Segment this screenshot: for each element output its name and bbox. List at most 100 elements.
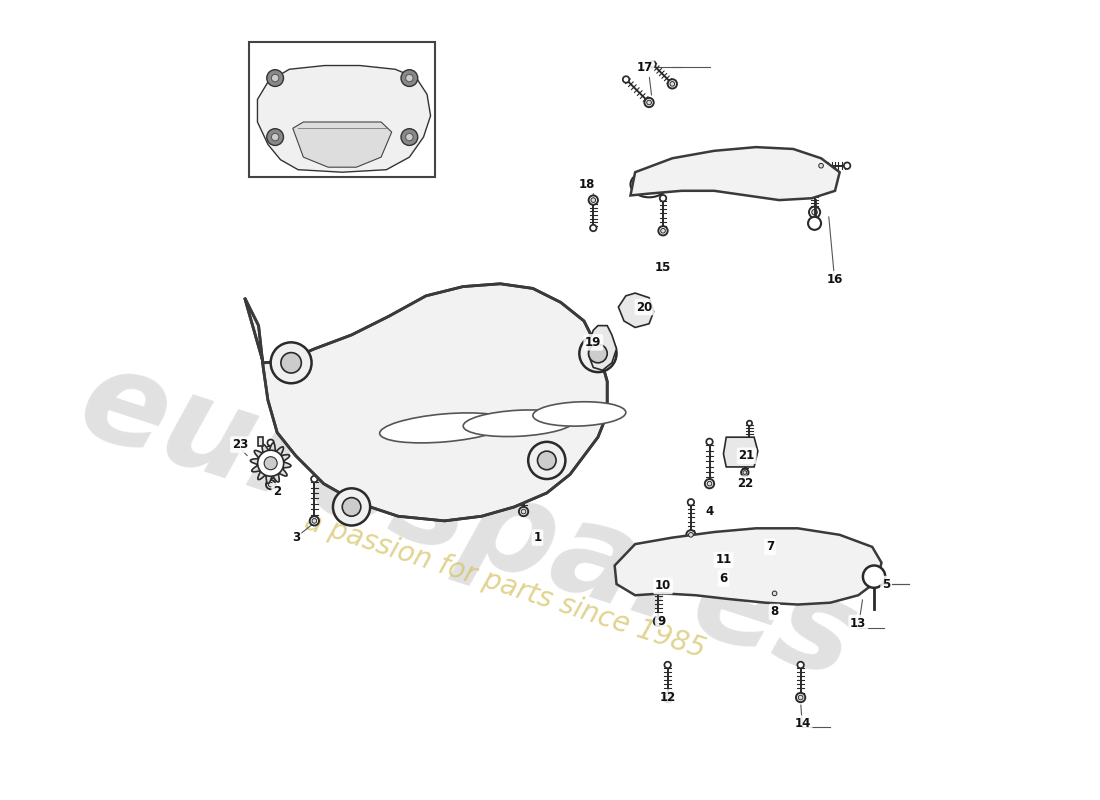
Text: 3: 3 bbox=[292, 531, 300, 544]
Ellipse shape bbox=[630, 171, 668, 198]
Text: 4: 4 bbox=[705, 505, 714, 518]
Circle shape bbox=[670, 82, 674, 86]
Text: 21: 21 bbox=[738, 450, 755, 462]
Polygon shape bbox=[251, 443, 290, 483]
Circle shape bbox=[844, 162, 850, 169]
Circle shape bbox=[267, 129, 284, 146]
Circle shape bbox=[528, 442, 565, 479]
Circle shape bbox=[796, 693, 805, 702]
Circle shape bbox=[520, 466, 527, 473]
Circle shape bbox=[705, 479, 714, 488]
Circle shape bbox=[272, 74, 278, 82]
Circle shape bbox=[588, 344, 607, 363]
Ellipse shape bbox=[639, 177, 659, 191]
Circle shape bbox=[645, 98, 653, 107]
Polygon shape bbox=[618, 293, 653, 327]
Circle shape bbox=[267, 70, 284, 86]
Circle shape bbox=[406, 134, 414, 141]
Circle shape bbox=[770, 589, 779, 598]
Circle shape bbox=[659, 226, 668, 235]
Circle shape bbox=[311, 476, 318, 482]
Circle shape bbox=[312, 518, 317, 523]
Circle shape bbox=[664, 662, 671, 668]
FancyBboxPatch shape bbox=[250, 42, 436, 177]
Circle shape bbox=[519, 507, 528, 516]
Circle shape bbox=[862, 566, 886, 588]
Circle shape bbox=[280, 353, 301, 373]
Circle shape bbox=[689, 533, 693, 537]
Circle shape bbox=[402, 129, 418, 146]
Text: 20: 20 bbox=[636, 301, 652, 314]
Circle shape bbox=[660, 195, 667, 202]
Circle shape bbox=[748, 445, 751, 448]
Ellipse shape bbox=[634, 553, 674, 582]
Text: 17: 17 bbox=[636, 61, 652, 74]
Circle shape bbox=[706, 438, 713, 445]
Text: 11: 11 bbox=[715, 554, 732, 566]
Circle shape bbox=[591, 198, 595, 202]
Circle shape bbox=[742, 442, 747, 447]
Circle shape bbox=[798, 662, 804, 668]
Text: 12: 12 bbox=[660, 691, 675, 704]
Ellipse shape bbox=[744, 553, 778, 578]
Circle shape bbox=[623, 76, 629, 82]
Ellipse shape bbox=[532, 402, 626, 426]
Text: 1: 1 bbox=[534, 531, 541, 544]
Circle shape bbox=[688, 499, 694, 506]
Text: 16: 16 bbox=[827, 273, 844, 286]
Circle shape bbox=[264, 457, 277, 470]
Ellipse shape bbox=[652, 574, 678, 594]
Circle shape bbox=[663, 693, 672, 702]
Circle shape bbox=[742, 470, 747, 474]
Circle shape bbox=[647, 100, 651, 105]
Ellipse shape bbox=[751, 558, 770, 573]
Circle shape bbox=[668, 79, 676, 89]
Circle shape bbox=[656, 619, 661, 624]
Text: 8: 8 bbox=[770, 606, 779, 618]
Polygon shape bbox=[257, 437, 263, 446]
Circle shape bbox=[741, 469, 749, 476]
Circle shape bbox=[649, 61, 656, 67]
Text: 5: 5 bbox=[882, 578, 890, 590]
Circle shape bbox=[653, 617, 663, 626]
Circle shape bbox=[661, 229, 666, 233]
Circle shape bbox=[271, 342, 311, 383]
Polygon shape bbox=[244, 284, 607, 521]
Circle shape bbox=[266, 480, 275, 490]
Ellipse shape bbox=[715, 551, 727, 561]
Circle shape bbox=[811, 185, 818, 193]
Circle shape bbox=[818, 163, 824, 168]
Circle shape bbox=[310, 516, 319, 526]
Circle shape bbox=[333, 488, 370, 526]
Text: 14: 14 bbox=[794, 717, 811, 730]
Ellipse shape bbox=[642, 559, 666, 575]
Circle shape bbox=[257, 450, 284, 476]
Text: 18: 18 bbox=[579, 178, 595, 190]
Circle shape bbox=[746, 442, 754, 450]
Text: 6: 6 bbox=[719, 572, 727, 585]
Text: 9: 9 bbox=[657, 614, 665, 628]
Text: 10: 10 bbox=[654, 579, 671, 593]
Circle shape bbox=[521, 510, 526, 514]
Ellipse shape bbox=[813, 173, 829, 185]
Ellipse shape bbox=[710, 548, 732, 565]
Circle shape bbox=[799, 695, 803, 700]
Circle shape bbox=[808, 217, 821, 230]
Ellipse shape bbox=[658, 579, 672, 590]
Polygon shape bbox=[588, 326, 616, 370]
Circle shape bbox=[747, 421, 752, 426]
Circle shape bbox=[656, 586, 661, 592]
Text: 2: 2 bbox=[273, 485, 282, 498]
Text: 7: 7 bbox=[766, 541, 774, 554]
Polygon shape bbox=[630, 147, 839, 200]
Polygon shape bbox=[615, 528, 881, 605]
Ellipse shape bbox=[463, 410, 574, 437]
Circle shape bbox=[402, 70, 418, 86]
Ellipse shape bbox=[806, 167, 836, 190]
Ellipse shape bbox=[766, 533, 778, 542]
Text: 15: 15 bbox=[654, 262, 671, 274]
Circle shape bbox=[812, 210, 817, 215]
Text: 19: 19 bbox=[585, 336, 602, 349]
Text: 22: 22 bbox=[737, 477, 754, 490]
Circle shape bbox=[268, 482, 273, 487]
